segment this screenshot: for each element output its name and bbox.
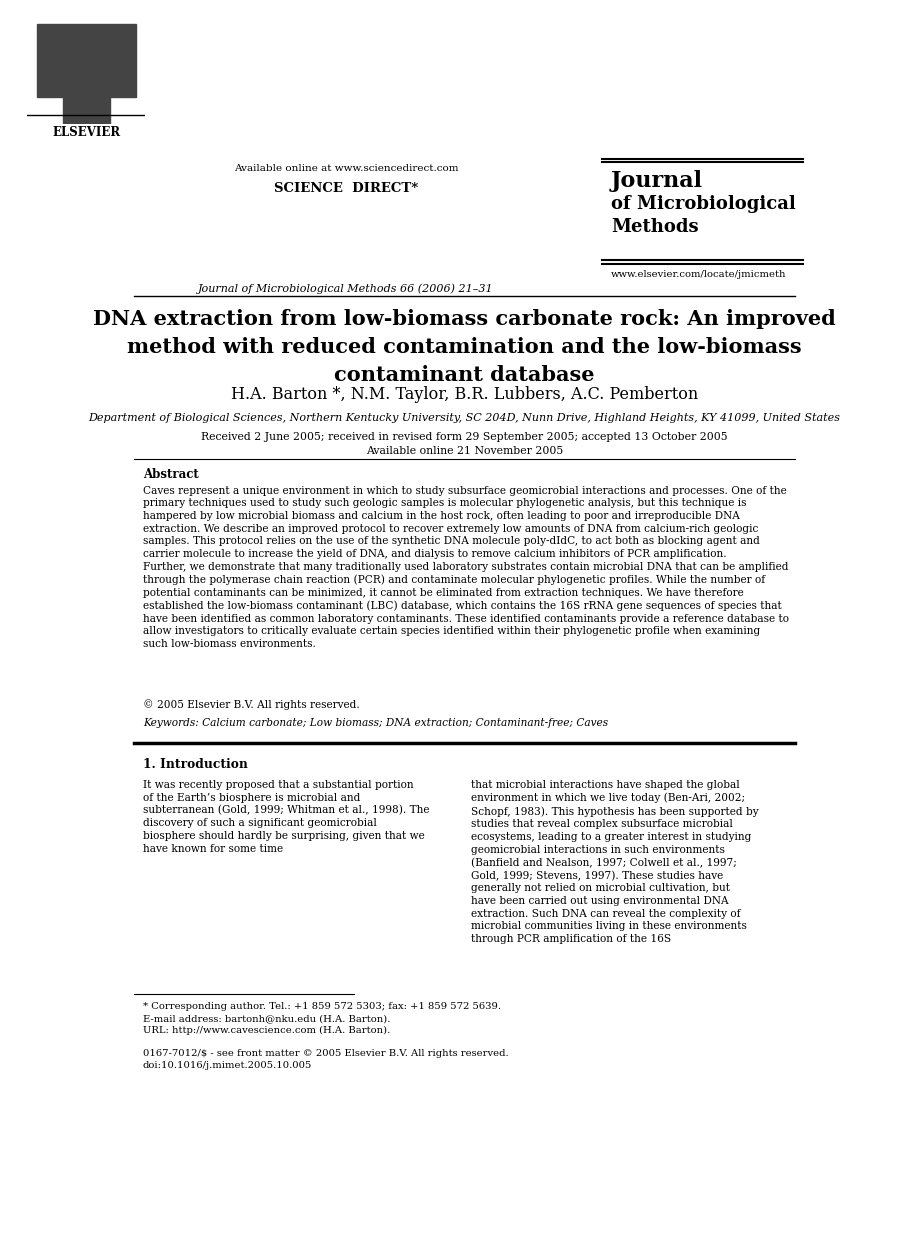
Text: doi:10.1016/j.mimet.2005.10.005: doi:10.1016/j.mimet.2005.10.005 bbox=[142, 1061, 312, 1070]
Text: 1. Introduction: 1. Introduction bbox=[142, 759, 248, 771]
Text: SCIENCE  DIRECT*: SCIENCE DIRECT* bbox=[274, 182, 418, 196]
Text: DNA extraction from low-biomass carbonate rock: An improved
method with reduced : DNA extraction from low-biomass carbonat… bbox=[93, 308, 836, 385]
Text: It was recently proposed that a substantial portion
of the Earth’s biosphere is : It was recently proposed that a substant… bbox=[142, 780, 429, 854]
Text: www.elsevier.com/locate/jmicmeth: www.elsevier.com/locate/jmicmeth bbox=[611, 270, 786, 280]
Text: ELSEVIER: ELSEVIER bbox=[52, 126, 121, 139]
Text: Available online at www.sciencedirect.com: Available online at www.sciencedirect.co… bbox=[234, 163, 458, 173]
Text: Caves represent a unique environment in which to study subsurface geomicrobial i: Caves represent a unique environment in … bbox=[142, 485, 789, 649]
Text: Abstract: Abstract bbox=[142, 468, 199, 482]
Text: Received 2 June 2005; received in revised form 29 September 2005; accepted 13 Oc: Received 2 June 2005; received in revise… bbox=[201, 432, 727, 456]
Text: Journal of Microbiological Methods 66 (2006) 21–31: Journal of Microbiological Methods 66 (2… bbox=[198, 284, 493, 293]
Text: of Microbiological: of Microbiological bbox=[611, 194, 795, 213]
Text: Department of Biological Sciences, Northern Kentucky University, SC 204D, Nunn D: Department of Biological Sciences, North… bbox=[89, 412, 841, 422]
Text: Methods: Methods bbox=[611, 218, 698, 236]
Bar bbox=[36, 24, 136, 98]
Text: © 2005 Elsevier B.V. All rights reserved.: © 2005 Elsevier B.V. All rights reserved… bbox=[142, 699, 359, 709]
Text: H.A. Barton *, N.M. Taylor, B.R. Lubbers, A.C. Pemberton: H.A. Barton *, N.M. Taylor, B.R. Lubbers… bbox=[230, 386, 698, 402]
Text: Journal: Journal bbox=[611, 170, 703, 192]
Text: that microbial interactions have shaped the global
environment in which we live : that microbial interactions have shaped … bbox=[472, 780, 759, 945]
Text: URL: http://www.cavescience.com (H.A. Barton).: URL: http://www.cavescience.com (H.A. Ba… bbox=[142, 1026, 390, 1035]
Text: * Corresponding author. Tel.: +1 859 572 5303; fax: +1 859 572 5639.: * Corresponding author. Tel.: +1 859 572… bbox=[142, 1002, 501, 1010]
Text: E-mail address: bartonh@nku.edu (H.A. Barton).: E-mail address: bartonh@nku.edu (H.A. Ba… bbox=[142, 1014, 390, 1023]
Text: Keywords: Calcium carbonate; Low biomass; DNA extraction; Contaminant-free; Cave: Keywords: Calcium carbonate; Low biomass… bbox=[142, 718, 608, 728]
Text: 0167-7012/$ - see front matter © 2005 Elsevier B.V. All rights reserved.: 0167-7012/$ - see front matter © 2005 El… bbox=[142, 1050, 509, 1058]
Bar bbox=[63, 92, 110, 124]
